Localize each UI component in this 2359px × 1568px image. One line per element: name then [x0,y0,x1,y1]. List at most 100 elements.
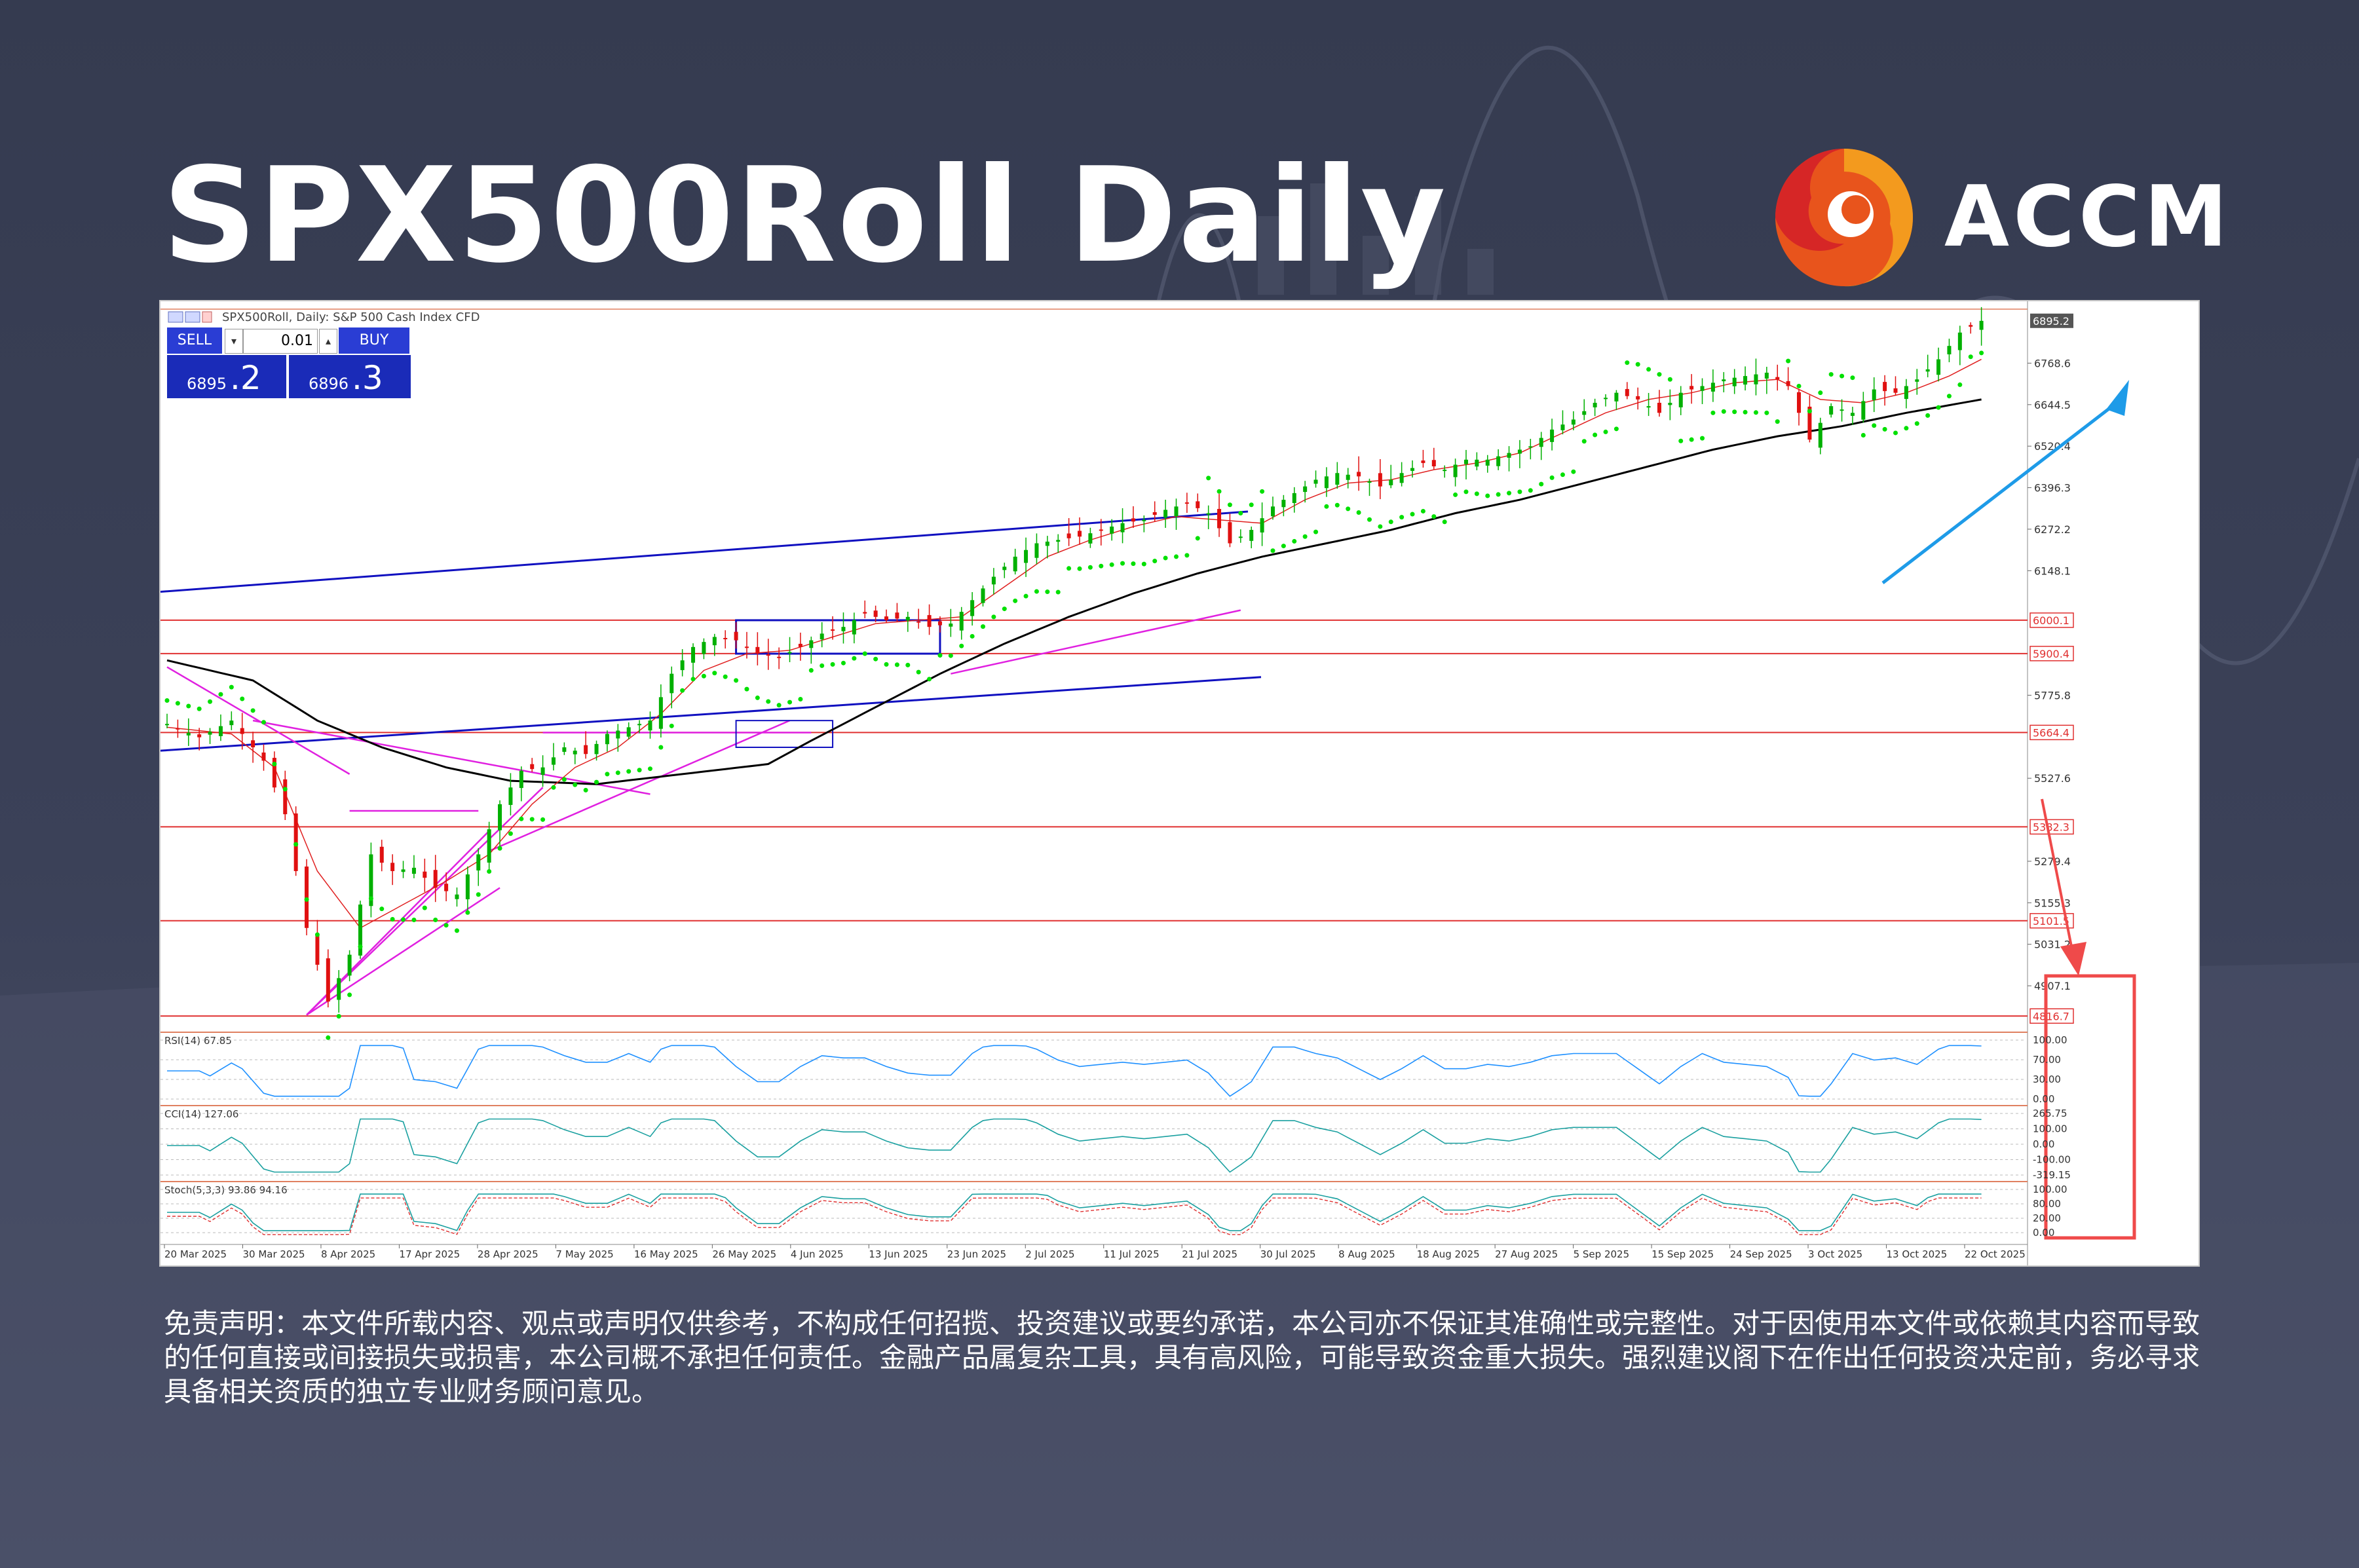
candle-body [1969,325,1973,327]
page-title: SPX500Roll Daily [162,140,1447,292]
buy-price-small: 6896 [309,375,349,393]
sar-dot [1378,524,1383,529]
candle-body [1571,419,1576,425]
date-label: 24 Sep 2025 [1730,1248,1792,1260]
candle-body [744,646,749,648]
indicator-line [167,1118,1982,1173]
sar-dot [1045,589,1050,595]
sar-dot [808,668,814,673]
sar-dot [347,992,352,998]
indicator-level-label: -319.15 [2033,1169,2071,1181]
sar-dot [1292,538,1297,544]
sar-dot [529,817,535,822]
candle-body [755,646,760,654]
candle-body [1367,481,1372,483]
sar-dot [723,674,728,679]
level-label: 5101.5 [2033,915,2069,927]
sar-dot [1957,382,1963,387]
candle-body [1636,396,1640,400]
candle-body [1378,473,1382,487]
candle-body [1066,533,1071,538]
sar-dot [991,614,996,620]
sar-dot [1625,360,1630,365]
current-price-label: 6895.2 [2033,315,2069,327]
sar-dot [937,653,943,658]
buy-price-big: .3 [352,359,383,397]
date-label: 11 Jul 2025 [1104,1248,1160,1260]
date-label: 30 Jul 2025 [1260,1248,1316,1260]
candle-body [1196,501,1200,508]
sar-dot [1346,506,1351,512]
sar-dot [261,720,266,725]
sar-dot [240,696,245,701]
sar-dot [358,944,363,949]
sar-dot [862,651,867,656]
sar-dot [1099,563,1104,569]
sar-dot [594,779,599,785]
sar-dot [1367,517,1372,522]
candle-body [1614,392,1619,401]
buy-button[interactable]: BUY [339,327,409,354]
candle-body [551,757,556,765]
date-label: 13 Oct 2025 [1887,1248,1948,1260]
date-label: 8 Aug 2025 [1338,1248,1395,1260]
candle-body [905,616,910,621]
candle-body [358,905,362,956]
sar-dot [197,706,202,711]
sar-dot [583,787,588,793]
candle-body [326,958,330,1002]
candle-body [1078,531,1082,537]
candle-body [884,616,889,620]
candle-body [1228,522,1232,544]
candle-body [1883,382,1887,392]
sar-dot [637,768,642,773]
sar-dot [1023,593,1029,599]
sar-dot [540,817,546,822]
candle-body [626,727,631,737]
candle-body [691,646,696,663]
uptrend-arrow [1881,380,2129,584]
candle-body [1689,386,1694,390]
sar-dot [1077,566,1082,571]
lot-up-arrow-icon[interactable]: ▴ [319,329,337,354]
sar-dot [433,918,438,923]
indicator-level-label: 70.00 [2033,1054,2061,1066]
sar-dot [1732,409,1737,415]
candle-body [712,637,717,646]
candle-body [476,854,481,871]
buy-price-box[interactable]: 6896 .3 [289,355,411,398]
candle-body [165,724,169,726]
candle-body [1045,541,1049,546]
candle-body [1453,464,1458,477]
sar-dot [1946,394,1952,399]
candle-body [1270,506,1275,517]
sar-dot [1281,544,1286,549]
candle-body [283,779,288,815]
date-label: 5 Sep 2025 [1574,1248,1630,1260]
indicator-name: RSI(14) 67.85 [164,1035,232,1047]
candle-body [1056,540,1061,542]
candle-body [455,894,459,899]
candle-body [1818,422,1822,448]
price-tick-label: 4907.1 [2034,980,2071,992]
sell-price-big: .2 [230,359,261,397]
candle-body [1957,332,1962,350]
indicator-signal-line [167,1197,1982,1235]
candle-body [1463,459,1468,464]
sar-dot [755,695,760,700]
sar-dot [443,923,449,928]
sar-dot [744,686,749,692]
candle-body [261,752,266,761]
candle-body [1313,479,1318,484]
candle-body [1421,460,1425,463]
candle-body [562,747,567,752]
sell-button[interactable]: SELL [167,327,222,354]
sell-price-box[interactable]: 6895 .2 [167,355,286,398]
lot-size-input[interactable]: 0.01 [243,329,318,354]
chart-panel: SPX500Roll, Daily: S&P 500 Cash Index CF… [159,300,2200,1267]
highlight-box [2044,974,2136,1240]
sar-dot [1055,589,1061,595]
lot-down-arrow-icon[interactable]: ▾ [225,329,243,354]
sar-dot [1238,511,1243,516]
sar-dot [1925,413,1931,418]
